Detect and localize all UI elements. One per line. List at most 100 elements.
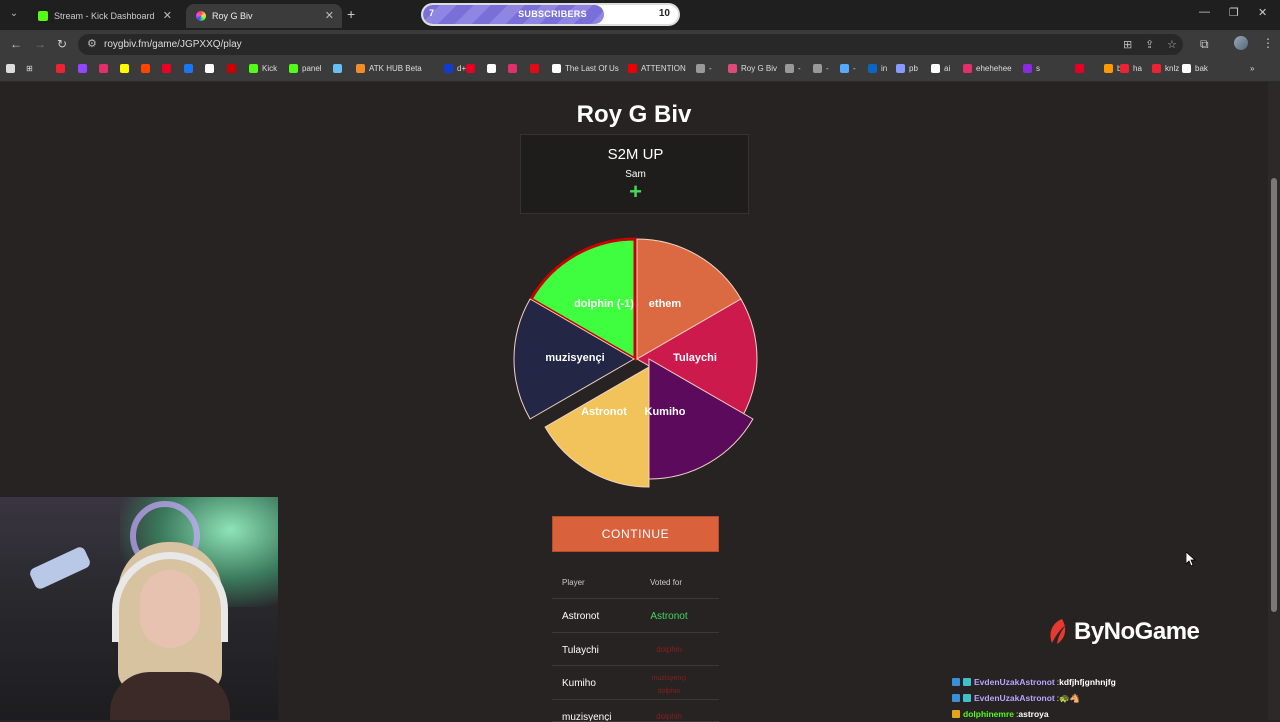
bookmark-item[interactable]: d+ [444,64,466,73]
bookmark-item[interactable] [78,64,91,73]
back-icon[interactable]: ← [10,37,22,51]
close-icon[interactable]: ✕ [324,10,334,22]
row-player: Tulaychi [562,644,599,656]
bookmark-label: ATTENTION [641,64,686,73]
wheel-slice[interactable] [648,358,754,480]
wheel-slice[interactable] [529,237,637,362]
bookmark-item[interactable] [530,64,543,73]
tab-kick-dashboard[interactable]: Stream - Kick Dashboard ✕ [28,4,180,28]
table-row: Kumiho muzisyençi dolphin [552,666,719,700]
bookmark-item[interactable] [56,64,69,73]
close-window-button[interactable]: ✕ [1258,7,1268,19]
plus-icon[interactable]: + [629,179,642,204]
wheel-slice-label: Tulaychi [673,352,717,364]
tab-roy-g-biv[interactable]: Roy G Biv ✕ [186,4,342,28]
wheel-slice[interactable] [636,238,742,360]
bynogame-logo: ByNoGame [1046,617,1200,647]
bookmark-item[interactable]: knlz [1152,64,1179,73]
bookmarks-overflow-icon[interactable]: » [1250,64,1255,73]
wheel-slice-label: Astronot [581,406,627,418]
bookmark-item[interactable] [120,64,133,73]
bookmark-favicon-icon [56,64,65,73]
minimize-button[interactable]: — [1199,6,1210,18]
bookmark-favicon-icon [696,64,705,73]
bookmark-item[interactable] [508,64,521,73]
bookmark-favicon-icon [444,64,453,73]
bookmark-item[interactable]: pb [896,64,918,73]
bookmark-item[interactable]: - [840,64,856,73]
bookmark-favicon-icon [99,64,108,73]
wheel-slice[interactable] [544,366,650,488]
bookmark-item[interactable]: ai [931,64,950,73]
scrollbar[interactable] [1268,82,1280,720]
wheel-slice-label: ethem [649,298,682,310]
translate-icon[interactable]: ⊞ [1123,39,1133,51]
bookmark-label: - [853,64,856,73]
bookmark-item[interactable]: ATK HUB Beta [356,64,422,73]
extensions-icon[interactable]: ⧉ [1200,37,1209,51]
install-app-icon[interactable]: ⇪ [1145,39,1155,51]
bookmark-label: bak [1195,64,1208,73]
wheel-slice-label: Kumiho [645,406,686,418]
bookmark-item[interactable] [487,64,500,73]
omnibox[interactable]: ⚙ roygbiv.fm/game/JGPXXQ/play ⊞ ⇪ ☆ [78,34,1183,55]
row-vote: dolphin [656,711,682,721]
bookmark-item[interactable]: ehehehee [963,64,1012,73]
bookmark-item[interactable]: - [696,64,712,73]
bookmark-favicon-icon [1023,64,1032,73]
continue-button[interactable]: CONTINUE [552,516,719,552]
wheel-slice[interactable] [513,298,635,420]
maximize-button[interactable]: ❐ [1229,7,1239,19]
bookmark-favicon-icon [78,64,87,73]
bookmark-item[interactable] [205,64,218,73]
menu-icon[interactable]: ⋮ [1262,36,1274,50]
bookmark-item[interactable]: - [785,64,801,73]
wheel-slice-label: muzisyençi [545,352,604,364]
wheel-slice[interactable] [636,298,758,420]
bookmark-favicon-icon [628,64,637,73]
bookmark-item[interactable] [466,64,479,73]
apps-icon[interactable] [6,64,19,73]
reload-icon[interactable]: ↻ [57,37,68,51]
forward-icon[interactable]: → [34,37,46,51]
new-tab-button[interactable]: + [347,6,356,22]
bookmark-favicon-icon [840,64,849,73]
bookmark-label: d+ [457,64,467,73]
bookmark-label: ehehehee [976,64,1012,73]
bookmark-item[interactable]: bak [1182,64,1208,73]
scrollbar-thumb[interactable] [1271,178,1277,612]
bookmark-item[interactable] [333,64,346,73]
bookmark-label: knlz [1165,64,1180,73]
site-info-icon[interactable]: ⚙ [87,38,97,50]
bookmark-item[interactable] [162,64,175,73]
bookmark-item[interactable] [1075,64,1088,73]
bookmark-item[interactable]: in [868,64,887,73]
chat-text: 🐢🐴 [1059,692,1081,703]
tab-search-icon[interactable]: ⌄ [9,8,19,19]
chat-separator: : [1056,693,1060,703]
bookmark-item[interactable]: - [813,64,829,73]
bookmark-favicon-icon [552,64,561,73]
bookmark-item[interactable]: panel [289,64,322,73]
row-player: Kumiho [562,678,596,689]
bookmark-star-icon[interactable]: ☆ [1167,39,1177,51]
bookmark-item[interactable] [184,64,197,73]
bookmark-item[interactable]: The Last Of Us [552,64,619,73]
prompt-card: S2M UP Sam + [520,134,749,214]
bookmark-item[interactable]: Kick [249,64,277,73]
bookmark-item[interactable] [99,64,112,73]
profile-avatar[interactable] [1234,36,1248,50]
close-icon[interactable]: ✕ [162,10,172,22]
votes-table: Player Voted for Astronot Astronot Tulay… [552,566,719,722]
bookmark-item[interactable]: s [1023,64,1040,73]
url-text[interactable]: roygbiv.fm/game/JGPXXQ/play [104,39,242,50]
bookmark-favicon-icon [1075,64,1084,73]
chat-text: kdfjhfjgnhnjfg [1059,677,1116,687]
bookmark-item[interactable]: Roy G Biv [728,64,777,73]
bookmark-item[interactable] [227,64,240,73]
bookmark-favicon-icon [356,64,365,73]
bookmark-item[interactable] [141,64,154,73]
bookmark-item[interactable]: ha [1120,64,1142,73]
grid-icon[interactable]: ⊞ [26,64,33,73]
bookmark-item[interactable]: ATTENTION [628,64,686,73]
